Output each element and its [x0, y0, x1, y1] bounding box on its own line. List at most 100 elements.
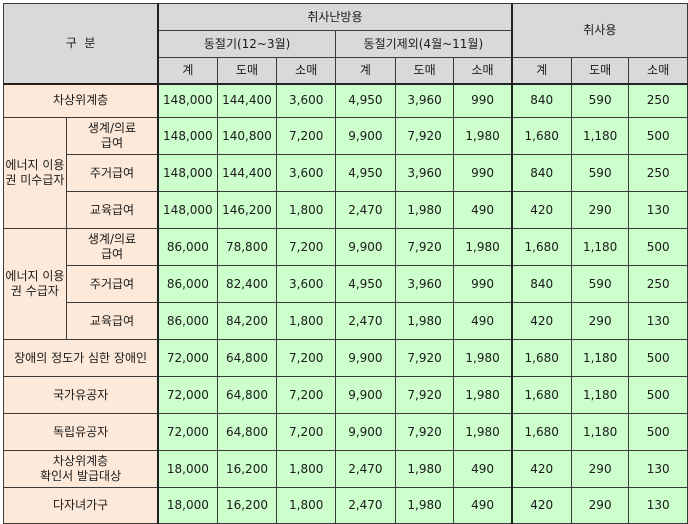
cell-value: 290 — [570, 487, 630, 524]
cell-value: 1,680 — [511, 413, 572, 451]
cell-value: 500 — [628, 413, 688, 451]
header-category: 구 분 — [3, 3, 160, 85]
cell-value: 1,180 — [570, 413, 630, 451]
cell-value: 86,000 — [157, 228, 218, 266]
cell-value: 420 — [511, 487, 572, 524]
cell-value: 1,180 — [570, 117, 630, 155]
cell-value: 86,000 — [157, 265, 218, 303]
cell-value: 7,920 — [394, 339, 455, 377]
cell-value: 1,800 — [276, 487, 337, 524]
cell-value: 7,200 — [276, 339, 337, 377]
cell-value: 72,000 — [157, 413, 218, 451]
cell-value: 2,470 — [335, 487, 396, 524]
cell-value: 590 — [570, 154, 630, 192]
cell-value: 420 — [511, 191, 572, 229]
cell-value: 1,680 — [511, 376, 572, 414]
cell-value: 86,000 — [157, 302, 218, 340]
cell-value: 7,920 — [394, 376, 455, 414]
cell-value: 140,800 — [216, 117, 278, 155]
cell-value: 490 — [453, 191, 513, 229]
cell-value: 1,980 — [453, 376, 513, 414]
cell-value: 1,680 — [511, 117, 572, 155]
cell-value: 9,900 — [335, 117, 396, 155]
cell-value: 9,900 — [335, 339, 396, 377]
cell-value: 1,980 — [453, 413, 513, 451]
cell-value: 130 — [628, 302, 688, 340]
row-label: 생계/의료 급여 — [65, 117, 160, 155]
cell-value: 3,960 — [394, 265, 455, 303]
header-winter: 동절기(12~3월) — [157, 30, 337, 58]
cell-value: 1,180 — [570, 376, 630, 414]
cell-value: 3,960 — [394, 154, 455, 192]
cell-value: 2,470 — [335, 302, 396, 340]
subheader-cell: 도매 — [394, 57, 455, 85]
cell-value: 250 — [628, 265, 688, 303]
cell-value: 990 — [453, 265, 513, 303]
cell-value: 290 — [570, 191, 630, 229]
cell-value: 7,200 — [276, 413, 337, 451]
cell-value: 7,200 — [276, 117, 337, 155]
cell-value: 250 — [628, 83, 688, 118]
cell-value: 148,000 — [157, 83, 218, 118]
cell-value: 9,900 — [335, 376, 396, 414]
row-label: 차상위계층 확인서 발급대상 — [3, 450, 160, 488]
cell-value: 990 — [453, 154, 513, 192]
cell-value: 72,000 — [157, 339, 218, 377]
cell-value: 148,000 — [157, 191, 218, 229]
row-label: 교육급여 — [65, 302, 160, 340]
cell-value: 590 — [570, 265, 630, 303]
cell-value: 4,950 — [335, 265, 396, 303]
cell-value: 2,470 — [335, 191, 396, 229]
cell-value: 64,800 — [216, 339, 278, 377]
subheader-cell: 계 — [157, 57, 218, 85]
cell-value: 148,000 — [157, 154, 218, 192]
subheader-cell: 소매 — [276, 57, 337, 85]
cell-value: 1,980 — [394, 302, 455, 340]
cell-value: 1,180 — [570, 339, 630, 377]
cell-value: 18,000 — [157, 450, 218, 488]
cell-value: 1,800 — [276, 302, 337, 340]
subheader-cell: 소매 — [453, 57, 513, 85]
cell-value: 2,470 — [335, 450, 396, 488]
row-label: 차상위계층 — [3, 82, 160, 118]
cell-value: 1,980 — [394, 450, 455, 488]
row-label: 장애의 정도가 심한 장애인 — [3, 339, 160, 377]
cell-value: 840 — [511, 154, 572, 192]
subheader-cell: 도매 — [570, 57, 630, 85]
cell-value: 130 — [628, 191, 688, 229]
cell-value: 144,400 — [216, 154, 278, 192]
cell-value: 1,980 — [394, 191, 455, 229]
cell-value: 290 — [570, 450, 630, 488]
cell-value: 18,000 — [157, 487, 218, 524]
cell-value: 4,950 — [335, 83, 396, 118]
group-label-recipient: 에너지 이용권 수급자 — [3, 228, 67, 340]
row-label: 주거급여 — [65, 265, 160, 303]
cell-value: 1,800 — [276, 191, 337, 229]
row-label: 다자녀가구 — [3, 487, 160, 524]
cell-value: 290 — [570, 302, 630, 340]
cell-value: 1,680 — [511, 339, 572, 377]
cell-value: 130 — [628, 450, 688, 488]
cell-value: 420 — [511, 302, 572, 340]
cell-value: 3,600 — [276, 83, 337, 118]
cell-value: 3,600 — [276, 154, 337, 192]
cell-value: 490 — [453, 487, 513, 524]
cell-value: 500 — [628, 339, 688, 377]
cell-value: 1,180 — [570, 228, 630, 266]
cell-value: 9,900 — [335, 228, 396, 266]
cell-value: 420 — [511, 450, 572, 488]
cell-value: 84,200 — [216, 302, 278, 340]
cell-value: 78,800 — [216, 228, 278, 266]
cell-value: 82,400 — [216, 265, 278, 303]
cell-value: 1,980 — [394, 487, 455, 524]
cell-value: 7,920 — [394, 228, 455, 266]
cell-value: 500 — [628, 117, 688, 155]
cell-value: 490 — [453, 450, 513, 488]
cell-value: 7,920 — [394, 117, 455, 155]
cell-value: 148,000 — [157, 117, 218, 155]
cell-value: 16,200 — [216, 487, 278, 524]
cell-value: 16,200 — [216, 450, 278, 488]
header-heating-group: 취사난방용 — [157, 3, 513, 31]
cell-value: 64,800 — [216, 413, 278, 451]
cell-value: 7,200 — [276, 376, 337, 414]
